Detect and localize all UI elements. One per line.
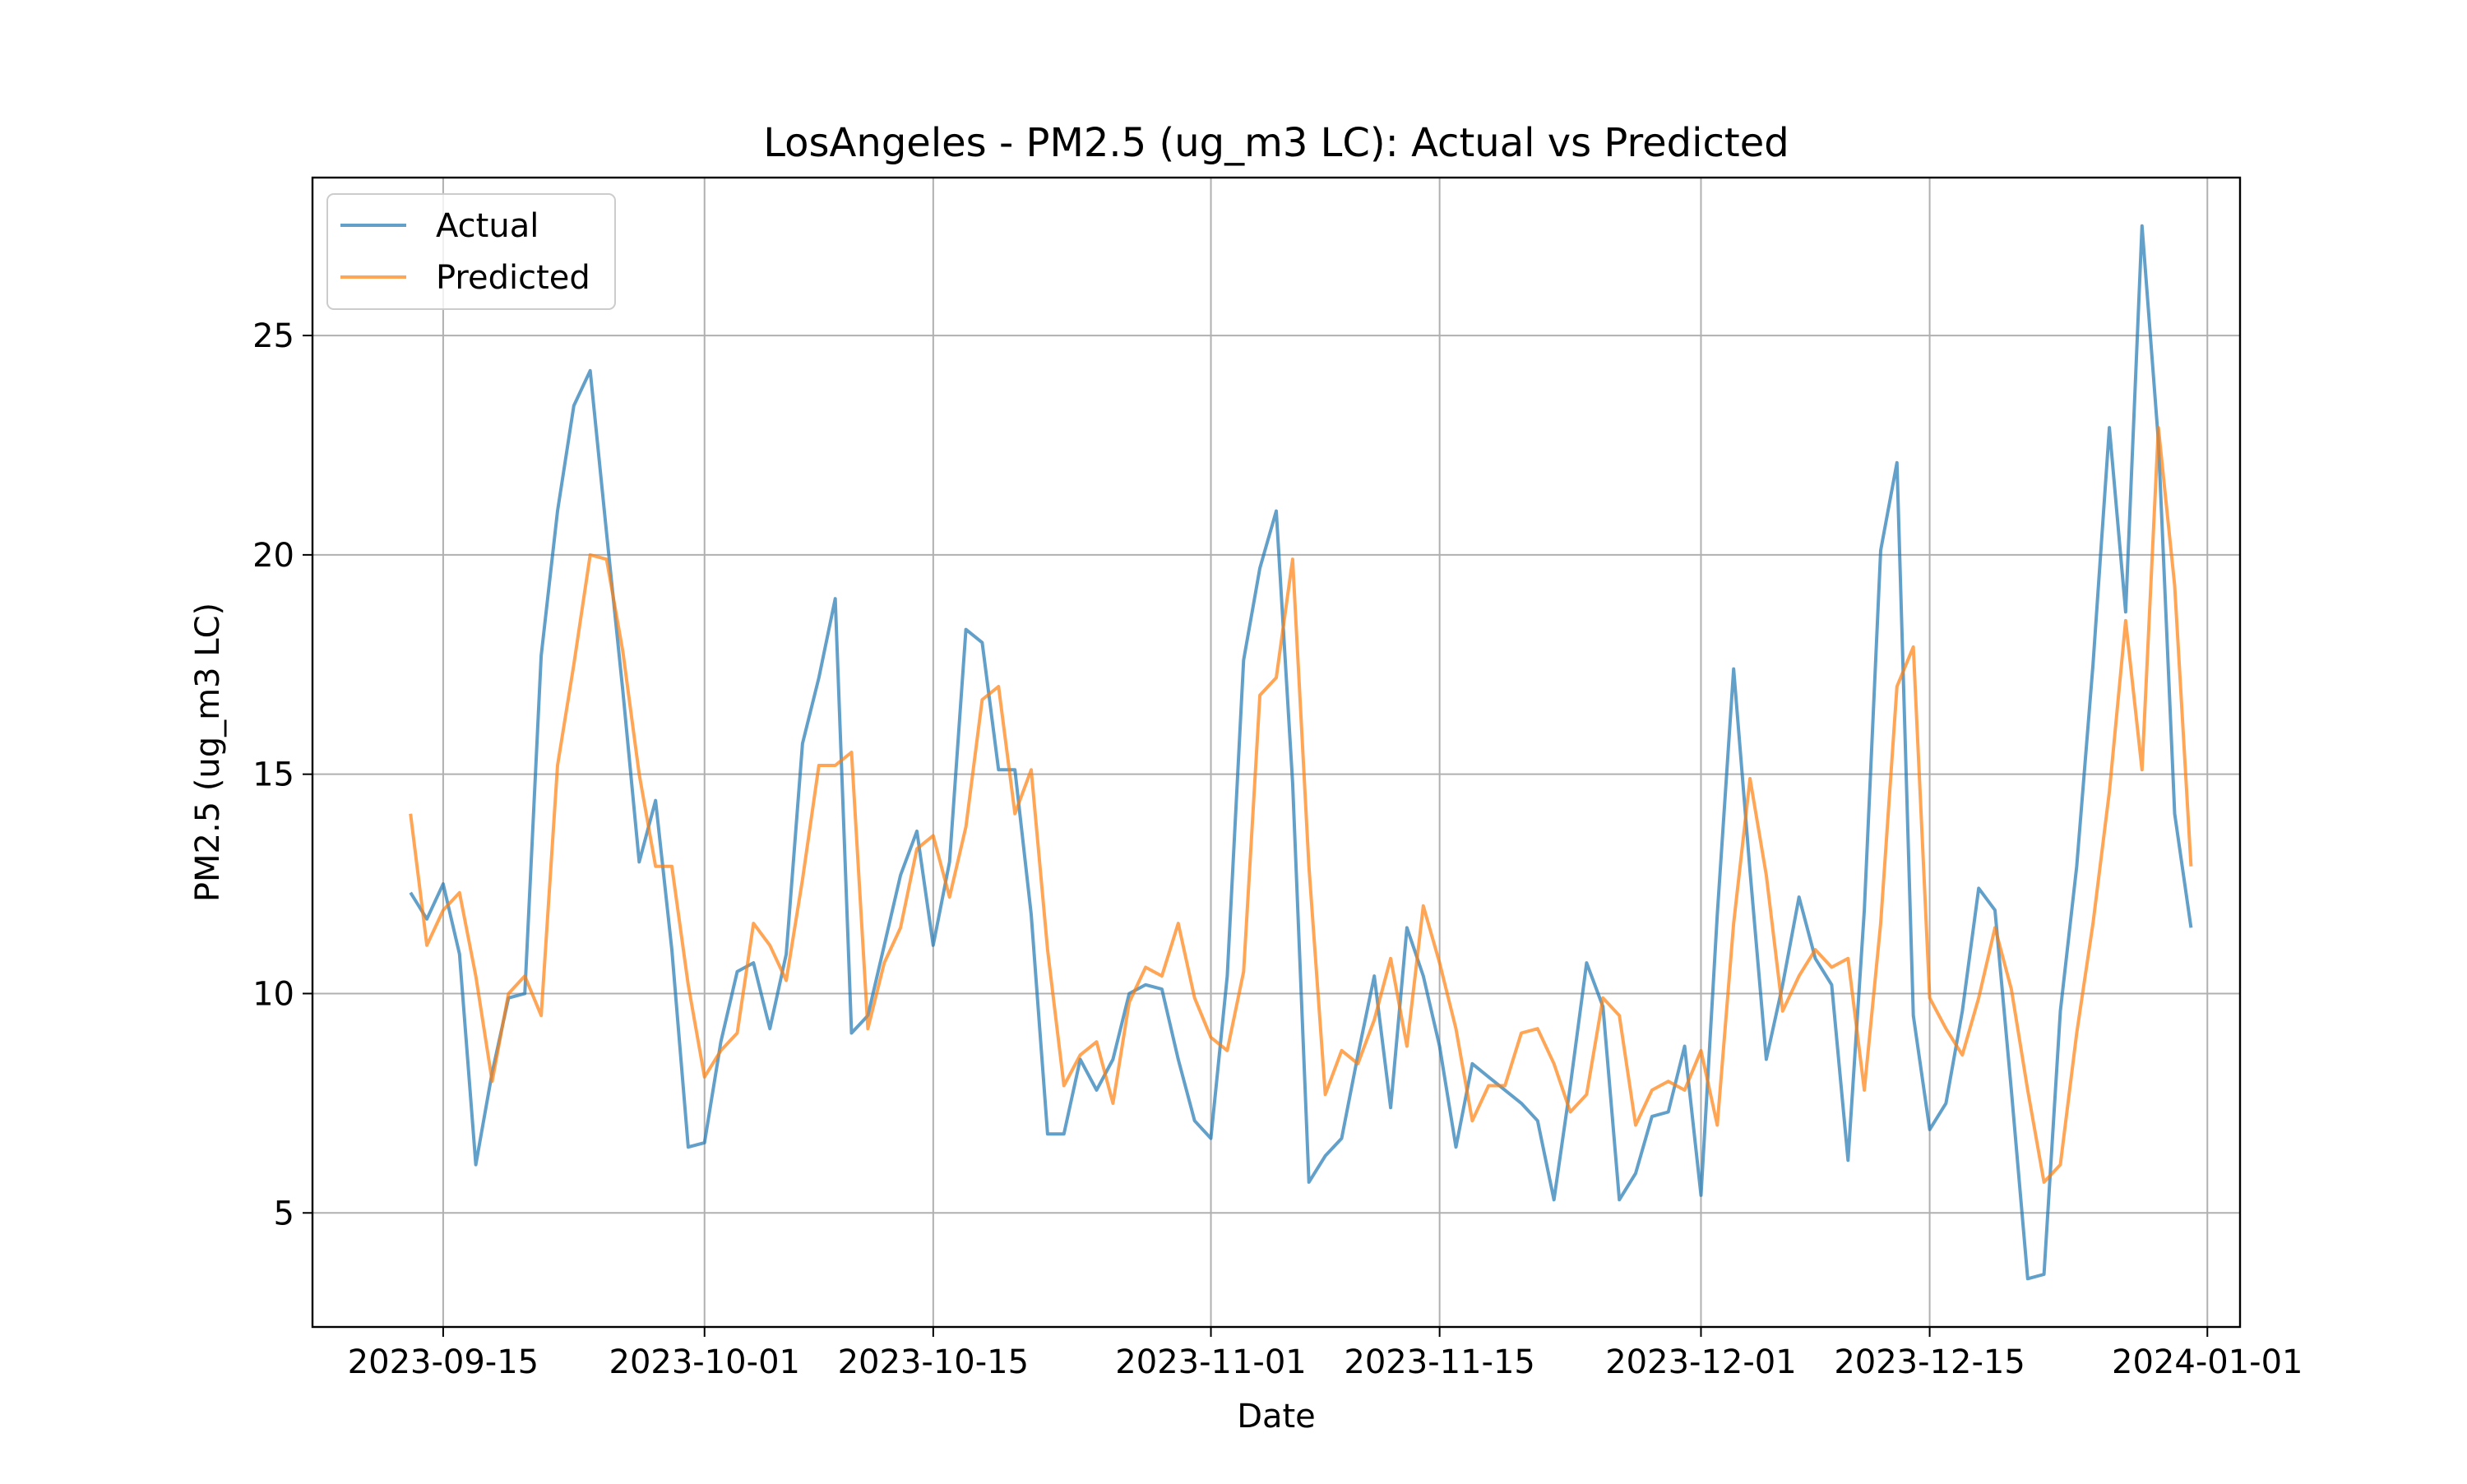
x-tick-label: 2023-12-15 — [1834, 1343, 2025, 1381]
legend-label-predicted: Predicted — [436, 259, 590, 297]
y-tick-label: 20 — [252, 537, 294, 575]
series-line-actual — [409, 224, 2193, 1281]
plot-frame — [311, 176, 2242, 1329]
y-axis-label: PM2.5 (ug_m3 LC) — [189, 603, 227, 902]
x-tick-label: 2023-10-01 — [609, 1343, 800, 1381]
y-axis-ticks: 5 10 15 20 25 — [252, 317, 312, 1232]
x-tick-label: 2024-01-01 — [2112, 1343, 2303, 1381]
y-tick-label: 25 — [252, 317, 294, 355]
x-tick-label: 2023-10-15 — [838, 1343, 1029, 1381]
series-lines — [409, 224, 2193, 1281]
x-tick-label: 2023-11-15 — [1344, 1343, 1534, 1381]
legend-box — [326, 193, 616, 310]
x-tick-label: 2023-11-01 — [1115, 1343, 1306, 1381]
legend-label-actual: Actual — [436, 207, 539, 245]
x-tick-label: 2023-12-01 — [1605, 1343, 1796, 1381]
y-tick-label: 10 — [252, 975, 294, 1013]
x-tick-label: 2023-09-15 — [348, 1343, 539, 1381]
series-line-predicted — [409, 426, 2193, 1184]
legend: Actual Predicted — [326, 193, 616, 310]
y-tick-label: 5 — [274, 1195, 294, 1232]
y-tick-label: 15 — [252, 756, 294, 794]
x-axis-label: Date — [1237, 1398, 1316, 1435]
chart-title: LosAngeles - PM2.5 (ug_m3 LC): Actual vs… — [763, 120, 1789, 166]
x-axis-ticks: 2023-09-15 2023-10-01 2023-10-15 2023-11-01… — [348, 1327, 2303, 1381]
